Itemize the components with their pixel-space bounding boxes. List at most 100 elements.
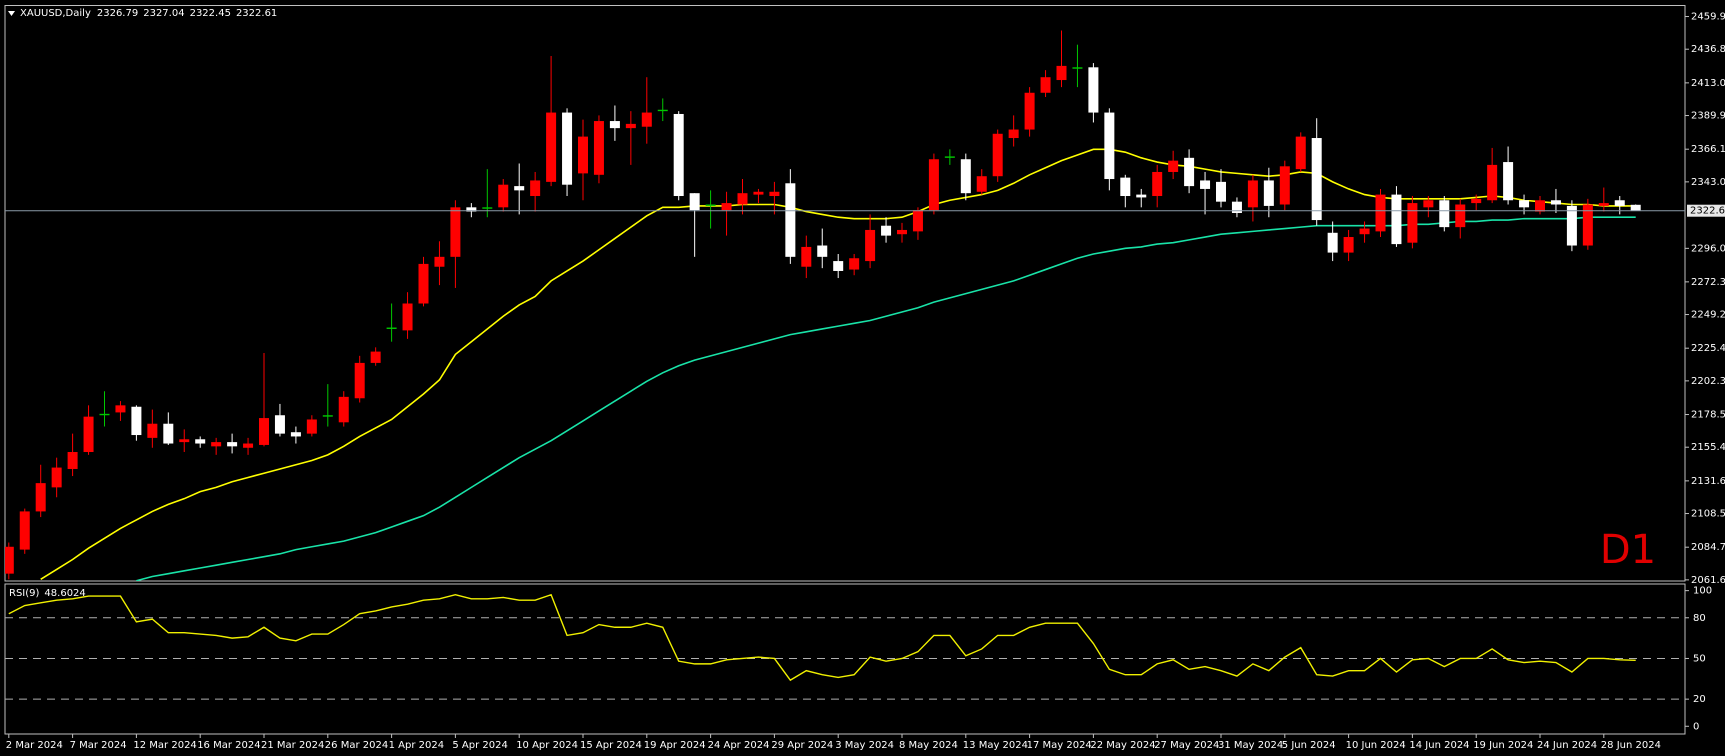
y-tick-label: 20 (1693, 694, 1706, 705)
candle-body (801, 246, 812, 267)
candle-body (1072, 67, 1083, 69)
candle-body (243, 443, 254, 448)
candle-body (163, 423, 174, 444)
candle-body (1503, 162, 1514, 201)
y-tick-label: 100 (1693, 586, 1712, 597)
candle-body (1184, 157, 1195, 187)
candle-body (1519, 200, 1530, 208)
candle-body (290, 432, 301, 437)
x-tick-label: 14 Jun 2024 (1409, 740, 1469, 751)
candle-body (609, 121, 620, 129)
x-tick-label: 13 May 2024 (963, 740, 1028, 751)
candle-body (5, 546, 14, 574)
candle-body (928, 159, 939, 211)
candle-body (227, 442, 238, 447)
candle-body (1359, 228, 1370, 235)
candle-body (1343, 237, 1354, 253)
x-tick-label: 26 Mar 2024 (325, 740, 388, 751)
rsi-value: 48.6024 (44, 588, 85, 599)
candle-body (1104, 112, 1115, 180)
y-tick-label: 2108.50 (1691, 509, 1725, 520)
y-tick-label: 2413.00 (1691, 78, 1725, 89)
candle-body (306, 419, 317, 434)
candle-body (1535, 200, 1545, 212)
candle-body (35, 483, 46, 512)
y-tick-label: 80 (1693, 613, 1706, 624)
timeframe-label: D1 (1600, 527, 1656, 573)
candle-body (1439, 200, 1450, 228)
main-panel-frame (4, 5, 1686, 582)
candle-body (67, 452, 78, 469)
candle-body (99, 413, 110, 416)
candle-body (865, 229, 876, 262)
y-tick-label: 2155.40 (1691, 442, 1725, 453)
x-tick-label: 28 Jun 2024 (1601, 740, 1661, 751)
price-plot (5, 30, 1685, 581)
x-tick-label: 8 May 2024 (899, 740, 958, 751)
candle-body (131, 406, 142, 436)
rsi-panel-frame (4, 583, 1686, 735)
candle-body (721, 203, 732, 211)
candle-body (1407, 203, 1418, 243)
candle-body (912, 210, 923, 232)
candle-body (673, 113, 684, 197)
x-tick-label: 16 Mar 2024 (197, 740, 260, 751)
candle-body (1263, 180, 1274, 206)
y-tick-label: 2272.30 (1691, 277, 1725, 288)
candle-body (1247, 180, 1258, 208)
candle-body (51, 467, 62, 488)
candle-body (83, 416, 94, 453)
menu-arrow[interactable] (8, 11, 15, 16)
candle-body (179, 439, 190, 443)
candle-body (785, 183, 796, 257)
candle-body (498, 184, 509, 208)
y-tick-label: 2296.00 (1691, 243, 1725, 254)
candle-body (1327, 232, 1338, 253)
y-tick-label: 2131.60 (1691, 476, 1725, 487)
candle-body (1423, 200, 1434, 208)
candle-body (514, 186, 525, 191)
candle-body (19, 511, 30, 550)
x-tick-label: 24 Apr 2024 (708, 740, 770, 751)
high-value: 2327.04 (143, 8, 184, 19)
candle-body (897, 229, 907, 235)
candle-body (849, 258, 860, 270)
candle-body (147, 423, 158, 438)
candle-body (578, 136, 588, 174)
candle-body (833, 261, 844, 271)
x-tick-label: 10 Jun 2024 (1346, 740, 1406, 751)
candle-body (1630, 204, 1641, 211)
candle-body (1550, 200, 1561, 205)
candle-body (1024, 92, 1035, 130)
x-tick-label: 21 Mar 2024 (261, 740, 324, 751)
candle-body (402, 303, 413, 331)
candle-body (546, 112, 557, 182)
candle-body (195, 439, 206, 444)
moving-average-line (136, 216, 1636, 581)
candle-body (530, 180, 541, 197)
candle-body (418, 263, 429, 304)
candle-body (1088, 67, 1099, 113)
candle-body (1295, 136, 1306, 170)
candle-body (657, 109, 668, 112)
y-tick-label: 0 (1693, 721, 1699, 732)
y-tick-label: 2389.90 (1691, 111, 1725, 122)
y-tick-label: 2343.00 (1691, 177, 1725, 188)
x-tick-label: 31 May 2024 (1218, 740, 1283, 751)
close-value: 2322.61 (236, 8, 277, 19)
y-tick-label: 2366.10 (1691, 144, 1725, 155)
candle-body (386, 327, 397, 329)
candle-body (434, 256, 445, 267)
x-tick-label: 3 May 2024 (835, 740, 894, 751)
x-tick-label: 5 Jun 2024 (1282, 740, 1336, 751)
candle-body (1008, 129, 1019, 139)
candle-body (1152, 171, 1163, 197)
low-value: 2322.45 (190, 8, 231, 19)
candle-body (322, 415, 333, 417)
candle-body (211, 442, 222, 447)
x-tick-label: 15 Apr 2024 (580, 740, 642, 751)
x-tick-label: 19 Apr 2024 (644, 740, 706, 751)
y-tick-label: 2178.50 (1691, 410, 1725, 421)
candle-body (482, 207, 493, 209)
